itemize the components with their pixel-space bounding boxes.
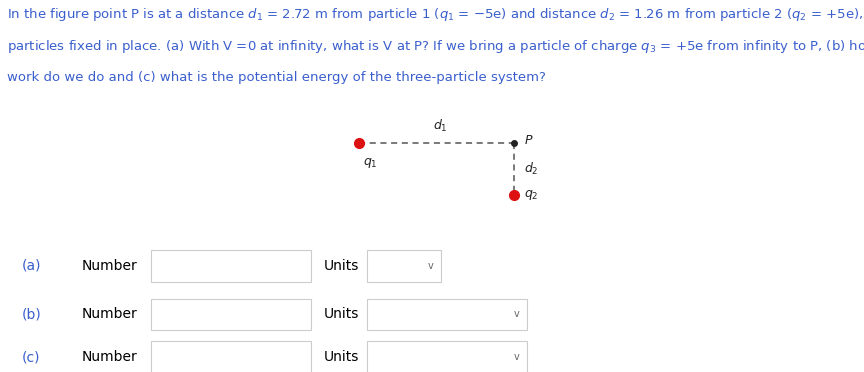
- FancyBboxPatch shape: [151, 250, 311, 282]
- Text: Number: Number: [82, 350, 138, 364]
- Text: work do we do and (c) what is the potential energy of the three-particle system?: work do we do and (c) what is the potent…: [7, 71, 546, 84]
- Text: (a): (a): [22, 259, 41, 273]
- FancyBboxPatch shape: [367, 298, 527, 330]
- Text: $q_1$: $q_1$: [363, 156, 378, 170]
- Text: $P$: $P$: [524, 134, 534, 147]
- Text: Units: Units: [324, 259, 359, 273]
- Text: Number: Number: [82, 307, 138, 321]
- Text: $q_2$: $q_2$: [524, 188, 539, 202]
- Text: Units: Units: [324, 307, 359, 321]
- Text: v: v: [514, 310, 519, 319]
- Text: In the figure point P is at a distance $d_1$ = 2.72 m from particle 1 ($q_1$ = −: In the figure point P is at a distance $…: [7, 6, 864, 23]
- Text: $d_2$: $d_2$: [524, 161, 539, 177]
- Text: Number: Number: [82, 259, 138, 273]
- Text: (b): (b): [22, 307, 41, 321]
- Text: v: v: [514, 352, 519, 362]
- Text: $d_1$: $d_1$: [434, 118, 448, 134]
- Text: Units: Units: [324, 350, 359, 364]
- FancyBboxPatch shape: [151, 341, 311, 372]
- FancyBboxPatch shape: [367, 341, 527, 372]
- Text: particles fixed in place. (a) With V =0 at infinity, what is V at P? If we bring: particles fixed in place. (a) With V =0 …: [7, 38, 864, 55]
- FancyBboxPatch shape: [367, 250, 441, 282]
- Text: v: v: [428, 261, 433, 271]
- Text: (c): (c): [22, 350, 40, 364]
- FancyBboxPatch shape: [151, 298, 311, 330]
